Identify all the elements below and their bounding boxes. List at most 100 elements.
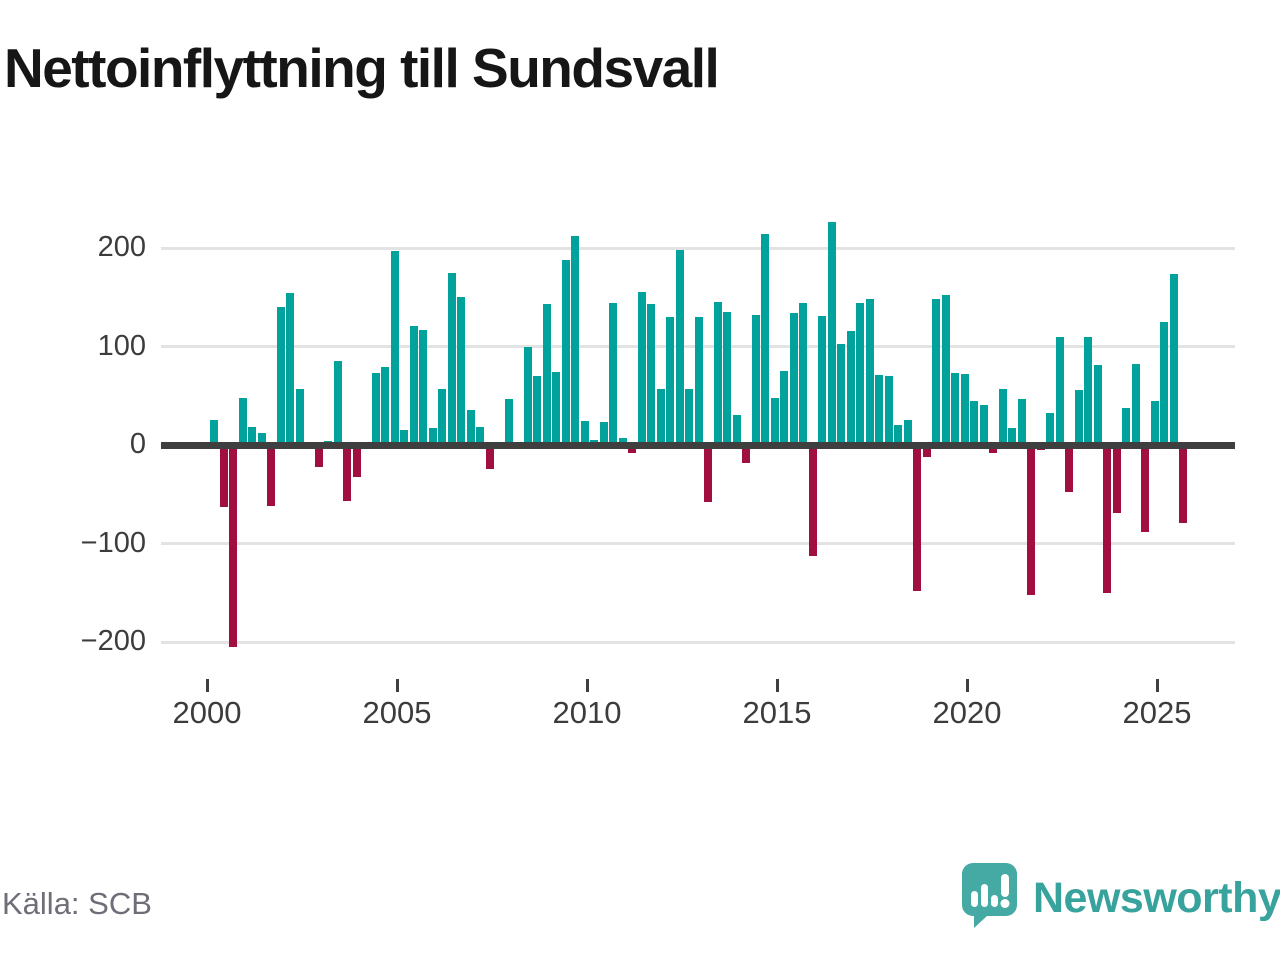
bar-positive <box>419 329 427 445</box>
bar-positive <box>238 397 247 445</box>
bar-positive <box>799 303 807 445</box>
x-axis-tick <box>775 679 779 692</box>
bar-positive <box>903 420 912 445</box>
bar-positive <box>257 433 266 445</box>
bar-positive <box>333 361 342 445</box>
bar-positive <box>542 304 551 445</box>
bar-negative <box>352 445 361 477</box>
bar-positive <box>390 250 399 445</box>
bar-positive <box>1008 428 1016 445</box>
y-axis-label: −100 <box>80 526 146 559</box>
bar-negative <box>343 445 351 502</box>
x-axis-label: 2005 <box>362 695 432 730</box>
bar-positive <box>723 312 731 445</box>
bar-positive <box>941 295 950 445</box>
bar-negative <box>922 445 931 457</box>
bar-positive <box>276 307 285 445</box>
bar-positive <box>571 236 579 445</box>
bar-positive <box>998 388 1007 445</box>
bar-positive <box>685 388 693 445</box>
bar-positive <box>970 400 978 445</box>
bar-positive <box>713 302 722 445</box>
x-axis-tick <box>205 679 209 692</box>
bar-negative <box>989 445 997 453</box>
y-axis-label: 0 <box>129 428 146 460</box>
bar-positive <box>846 330 855 445</box>
bar-positive <box>371 373 380 445</box>
bar-positive <box>1055 336 1064 445</box>
chart-title: Nettoinflyttning till Sundsvall <box>4 37 720 99</box>
bar-negative <box>314 445 323 467</box>
bar-positive <box>666 316 674 445</box>
bar-negative <box>1141 445 1149 532</box>
bar-positive <box>761 234 769 445</box>
bar-positive <box>438 388 446 445</box>
x-axis-label: 2020 <box>932 695 1002 730</box>
bar-positive <box>770 397 779 445</box>
bar-positive <box>381 367 389 445</box>
bar-positive <box>400 430 408 445</box>
bar-positive <box>248 427 256 445</box>
bar-positive <box>656 388 665 445</box>
bar-positive <box>466 409 475 445</box>
bar-positive <box>286 293 294 445</box>
bar-positive <box>1160 321 1168 445</box>
bar-negative <box>267 445 275 507</box>
bar-positive <box>457 297 465 445</box>
bar-negative <box>913 445 921 591</box>
bar-negative <box>1065 445 1073 493</box>
bar-positive <box>951 373 959 445</box>
bar-positive <box>447 272 456 445</box>
bar-positive <box>295 388 304 445</box>
x-axis-label: 2010 <box>552 695 622 730</box>
gridline <box>161 640 1235 644</box>
bar-positive <box>960 374 969 445</box>
x-axis-label: 2015 <box>742 695 812 730</box>
y-axis-label: 200 <box>97 231 146 263</box>
bar-negative <box>1103 445 1111 593</box>
x-axis-label: 2025 <box>1122 695 1192 730</box>
bar-positive <box>818 315 826 445</box>
bar-positive <box>1150 400 1159 445</box>
bar-positive <box>409 325 418 445</box>
bar-positive <box>1046 413 1054 445</box>
bar-negative <box>485 445 494 469</box>
bar-positive <box>476 427 484 445</box>
bar-positive <box>865 299 874 445</box>
y-axis-label: 100 <box>97 329 146 362</box>
bar-negative <box>628 445 636 453</box>
bar-positive <box>1017 398 1026 445</box>
bar-negative <box>742 445 750 463</box>
bar-positive <box>932 299 940 445</box>
bar-positive <box>561 259 570 445</box>
y-axis-label: −200 <box>80 625 146 657</box>
bar-positive <box>884 376 893 445</box>
bar-positive <box>979 404 988 445</box>
bar-negative <box>808 445 817 557</box>
bar-positive <box>210 420 218 445</box>
x-axis-tick <box>585 679 589 692</box>
source-note: Källa: SCB <box>2 886 152 921</box>
bar-positive <box>751 314 760 445</box>
bar-positive <box>1084 336 1092 445</box>
x-axis-tick <box>1155 679 1159 692</box>
bar-positive <box>1131 364 1140 445</box>
gridline <box>161 246 1235 250</box>
bar-negative <box>704 445 712 503</box>
x-axis-line <box>161 441 1235 449</box>
bar-positive <box>533 376 541 445</box>
bar-negative <box>1112 445 1121 513</box>
bar-negative <box>229 445 237 647</box>
bar-positive <box>1122 407 1130 445</box>
bar-positive <box>523 346 532 445</box>
bar-negative <box>1027 445 1035 595</box>
bar-negative <box>219 445 228 508</box>
bar-positive <box>609 303 617 445</box>
bar-positive <box>1093 365 1102 445</box>
bar-positive <box>856 303 864 445</box>
bar-positive <box>894 425 902 445</box>
brand-name: Newsworthy <box>1033 874 1280 922</box>
bar-positive <box>875 375 883 445</box>
